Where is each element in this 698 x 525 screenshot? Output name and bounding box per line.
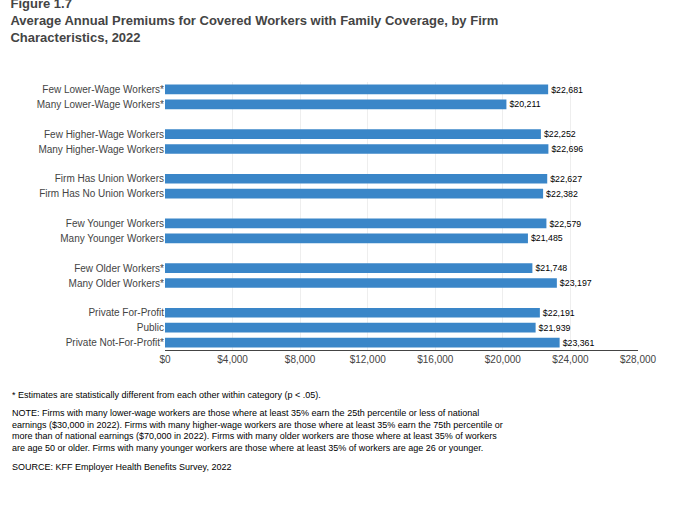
svg-text:$24,000: $24,000	[552, 354, 589, 365]
svg-text:Figure 1.7Average Annual Premi: Figure 1.7Average Annual Premiums for Co…	[10, 0, 498, 45]
svg-text:$20,000: $20,000	[485, 354, 522, 365]
svg-text:$22,382: $22,382	[546, 189, 578, 199]
svg-text:Firm Has No Union Workers: Firm Has No Union Workers	[39, 188, 164, 199]
svg-text:Few Younger Workers: Few Younger Workers	[66, 218, 164, 229]
svg-text:Many Lower-Wage Workers*: Many Lower-Wage Workers*	[37, 99, 164, 110]
svg-text:$22,579: $22,579	[549, 219, 581, 229]
svg-text:$22,681: $22,681	[551, 85, 583, 95]
svg-text:$4,000: $4,000	[217, 354, 248, 365]
svg-text:$20,211: $20,211	[509, 99, 540, 109]
svg-text:Many Higher-Wage Workers: Many Higher-Wage Workers	[38, 144, 164, 155]
svg-text:Few Older Workers*: Few Older Workers*	[74, 263, 164, 274]
svg-text:Many Older Workers*: Many Older Workers*	[69, 278, 165, 289]
svg-text:$21,939: $21,939	[539, 323, 571, 333]
svg-text:SOURCE: KFF Employer Health Be: SOURCE: KFF Employer Health Benefits Sur…	[12, 462, 231, 472]
svg-text:Private For-Profit: Private For-Profit	[88, 307, 164, 318]
svg-text:* Estimates are statistically: * Estimates are statistically different …	[12, 390, 321, 400]
svg-text:$22,191: $22,191	[543, 308, 575, 318]
svg-text:Public: Public	[137, 322, 164, 333]
svg-text:NOTE: Firms with many lower-wa: NOTE: Firms with many lower-wage workers…	[12, 408, 503, 453]
svg-text:$23,361: $23,361	[563, 338, 595, 348]
svg-text:Private Not-For-Profit*: Private Not-For-Profit*	[66, 337, 164, 348]
svg-text:$22,696: $22,696	[551, 144, 583, 154]
svg-text:$21,748: $21,748	[535, 263, 567, 273]
svg-text:$0: $0	[159, 354, 171, 365]
svg-text:$8,000: $8,000	[285, 354, 316, 365]
svg-text:$21,485: $21,485	[531, 233, 563, 243]
svg-text:$23,197: $23,197	[560, 278, 592, 288]
svg-text:$22,627: $22,627	[550, 174, 582, 184]
svg-text:$16,000: $16,000	[417, 354, 454, 365]
svg-text:$12,000: $12,000	[350, 354, 387, 365]
svg-text:Many Younger Workers: Many Younger Workers	[60, 233, 164, 244]
svg-text:$28,000: $28,000	[620, 354, 657, 365]
svg-text:Firm Has Union Workers: Firm Has Union Workers	[55, 173, 164, 184]
svg-text:Few Higher-Wage Workers: Few Higher-Wage Workers	[44, 129, 164, 140]
svg-text:Few Lower-Wage Workers*: Few Lower-Wage Workers*	[42, 84, 164, 95]
svg-text:$22,252: $22,252	[544, 129, 576, 139]
